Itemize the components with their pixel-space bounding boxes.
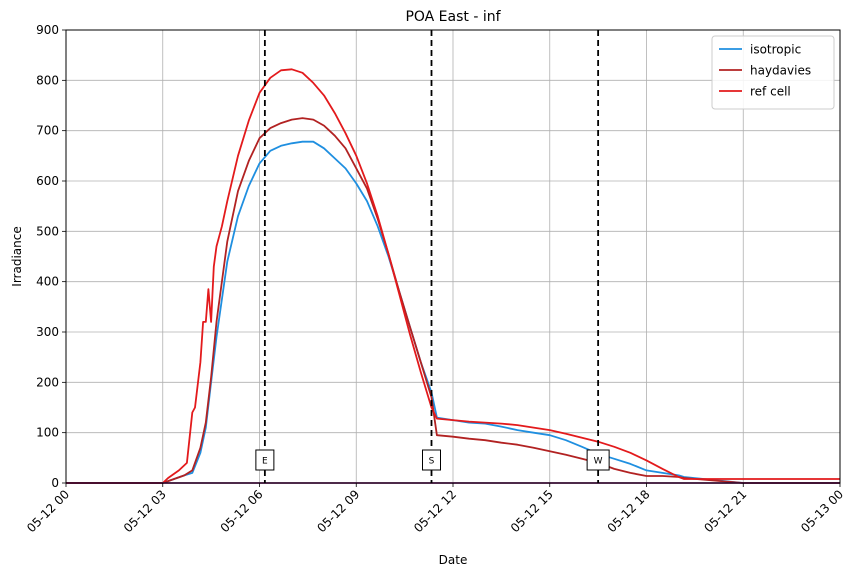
x-tick-label: 05-12 00	[24, 487, 72, 535]
marker-box-E	[255, 449, 275, 471]
marker-label-S: S	[429, 457, 435, 467]
marker-box-W	[586, 449, 610, 471]
x-axis: 05-12 00 05-12 03 05-12 06 05-12 09 05-12 12…	[24, 483, 846, 535]
chart-title: POA East - inf	[405, 9, 501, 25]
x-tick-label: 05-13 00	[798, 487, 846, 535]
legend: isotropic haydavies ref cell	[711, 35, 835, 110]
legend-box	[711, 35, 835, 110]
x-tick-label: 05-12 18	[605, 487, 653, 535]
y-tick-label: 200	[36, 375, 59, 389]
grid	[65, 29, 841, 484]
y-axis: 0 100 200 300 400 500 600 700 800 900	[36, 23, 66, 490]
y-tick-label: 800	[36, 73, 59, 87]
x-tick-label: 05-12 09	[314, 487, 362, 535]
marker-label-E: E	[262, 457, 268, 467]
y-tick-label: 300	[36, 325, 59, 339]
x-tick-label: 05-12 06	[218, 487, 266, 535]
marker-label-W: W	[594, 457, 603, 467]
x-tick-label: 05-12 21	[701, 487, 749, 535]
y-tick-label: 700	[36, 124, 59, 138]
x-tick-label: 05-12 15	[508, 487, 556, 535]
series-line-ref-cell	[66, 68, 840, 484]
x-tick-label: 05-12 12	[411, 487, 459, 535]
y-tick-label: 0	[51, 476, 59, 490]
y-tick-label: 400	[36, 275, 59, 289]
y-tick-label: 500	[36, 224, 59, 238]
legend-label-isotropic: isotropic	[750, 43, 801, 57]
y-axis-label: Irradiance	[10, 226, 24, 286]
x-axis-label: Date	[439, 553, 468, 567]
y-tick-label: 900	[36, 23, 59, 37]
y-tick-label: 600	[36, 174, 59, 188]
legend-label-ref-cell: ref cell	[750, 85, 791, 99]
legend-label-haydavies: haydavies	[750, 64, 811, 78]
y-tick-label: 100	[36, 426, 59, 440]
marker-box-S	[422, 449, 441, 471]
x-tick-label: 05-12 03	[121, 487, 169, 535]
